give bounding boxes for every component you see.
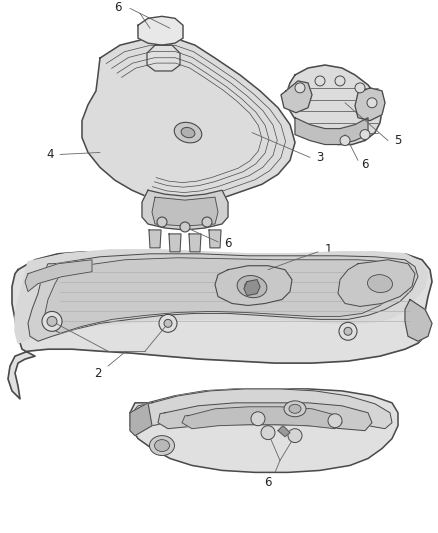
Ellipse shape [367, 274, 392, 293]
Polygon shape [130, 389, 398, 472]
Ellipse shape [289, 405, 301, 413]
Polygon shape [281, 81, 312, 112]
Text: 6: 6 [114, 1, 122, 14]
Text: 1: 1 [324, 244, 332, 256]
Polygon shape [169, 234, 181, 252]
Ellipse shape [237, 276, 267, 297]
Polygon shape [152, 197, 218, 226]
Polygon shape [130, 389, 392, 431]
Polygon shape [158, 403, 372, 431]
Polygon shape [147, 45, 180, 71]
Circle shape [261, 426, 275, 440]
Text: 2: 2 [94, 367, 102, 379]
Ellipse shape [149, 435, 174, 456]
Circle shape [360, 130, 370, 140]
Text: 6: 6 [361, 158, 369, 171]
Ellipse shape [244, 281, 259, 292]
Circle shape [264, 429, 272, 437]
Text: 3: 3 [316, 151, 324, 164]
Polygon shape [25, 260, 92, 292]
Circle shape [367, 98, 377, 108]
Circle shape [291, 432, 299, 440]
Circle shape [166, 25, 174, 32]
Circle shape [369, 100, 375, 106]
Circle shape [340, 135, 350, 146]
Text: 6: 6 [224, 237, 232, 251]
Polygon shape [189, 234, 201, 252]
Circle shape [328, 414, 342, 427]
Circle shape [204, 219, 210, 225]
Circle shape [335, 76, 345, 86]
Circle shape [182, 224, 188, 230]
Circle shape [42, 311, 62, 332]
Ellipse shape [181, 127, 195, 138]
Circle shape [357, 85, 363, 91]
Circle shape [355, 83, 365, 93]
Text: 6: 6 [264, 476, 272, 489]
Circle shape [251, 412, 265, 426]
Text: 5: 5 [394, 134, 402, 147]
Circle shape [339, 322, 357, 340]
Polygon shape [15, 250, 428, 343]
Polygon shape [182, 407, 342, 429]
Polygon shape [215, 266, 292, 305]
Polygon shape [278, 426, 290, 437]
Circle shape [254, 415, 262, 423]
Circle shape [180, 222, 190, 232]
Ellipse shape [155, 440, 170, 451]
Polygon shape [405, 300, 432, 341]
Polygon shape [130, 403, 152, 435]
Circle shape [342, 138, 348, 143]
Circle shape [159, 219, 165, 225]
Polygon shape [138, 17, 183, 45]
Circle shape [288, 429, 302, 442]
Circle shape [185, 130, 191, 135]
Polygon shape [355, 88, 385, 120]
Circle shape [362, 132, 368, 138]
Circle shape [159, 314, 177, 332]
Polygon shape [338, 260, 415, 306]
Circle shape [49, 318, 55, 325]
Polygon shape [82, 38, 295, 204]
Circle shape [157, 217, 167, 227]
Polygon shape [45, 258, 402, 333]
Polygon shape [209, 230, 221, 248]
Polygon shape [28, 254, 418, 341]
Circle shape [248, 282, 256, 290]
Ellipse shape [284, 401, 306, 417]
Circle shape [164, 319, 172, 327]
Polygon shape [149, 230, 161, 248]
Polygon shape [286, 65, 382, 144]
Circle shape [337, 78, 343, 84]
Circle shape [146, 25, 154, 32]
Polygon shape [295, 118, 368, 144]
Circle shape [295, 83, 305, 93]
Circle shape [317, 78, 323, 84]
Circle shape [315, 76, 325, 86]
Circle shape [344, 327, 352, 335]
Circle shape [165, 320, 171, 326]
Polygon shape [8, 252, 432, 399]
Polygon shape [244, 280, 260, 295]
Circle shape [47, 317, 57, 326]
Text: 4: 4 [46, 148, 54, 161]
Circle shape [331, 417, 339, 425]
Circle shape [202, 217, 212, 227]
Polygon shape [142, 190, 228, 230]
Ellipse shape [174, 123, 202, 143]
Circle shape [345, 328, 351, 334]
Circle shape [297, 85, 303, 91]
